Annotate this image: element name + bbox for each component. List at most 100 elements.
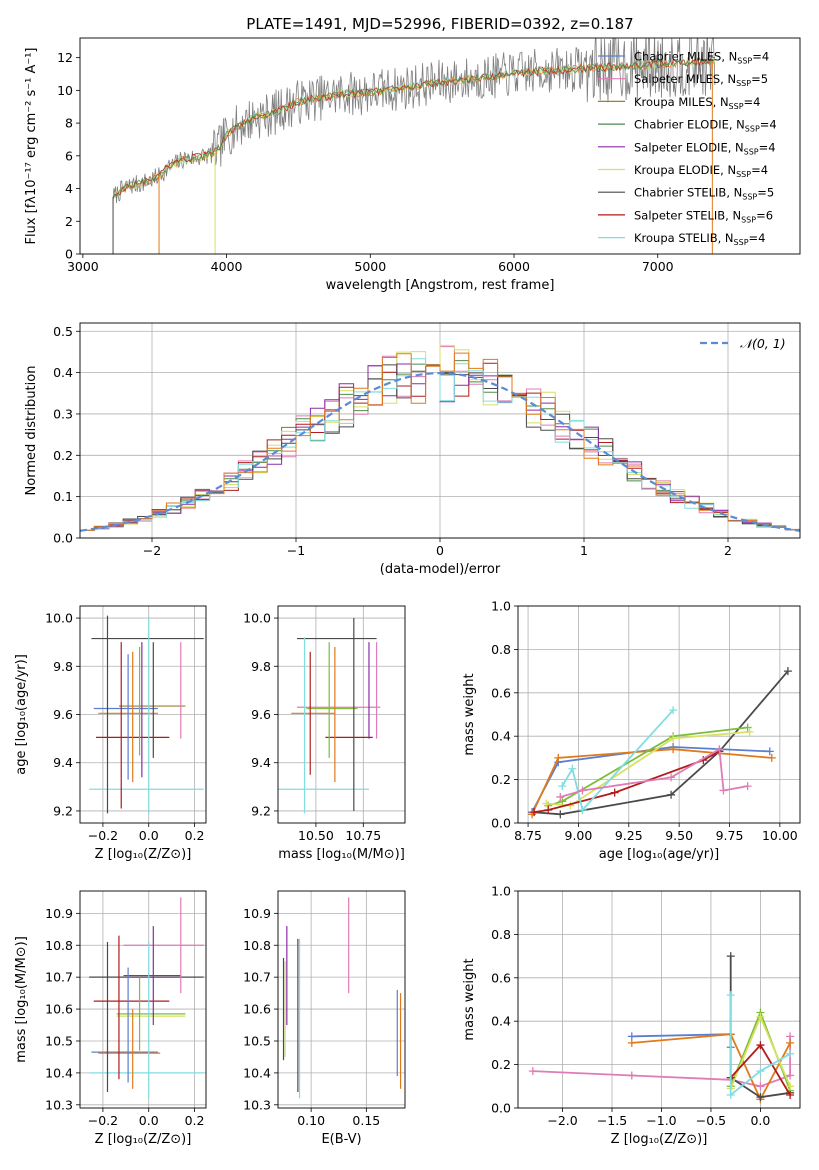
legend-entry-text: Kroupa MILES, N — [634, 95, 729, 109]
mass_vs_Z-y-tick-label: 10.6 — [45, 1002, 73, 1017]
massweight_vs_Z-y-axis-label: mass weight — [462, 958, 477, 1040]
age_vs_Z-y-tick-label: 10.0 — [45, 611, 73, 626]
massweight_vs_Z-y-tick-label: 0.6 — [491, 970, 511, 985]
legend-entry-tail: =4 — [749, 231, 766, 245]
mass_vs_ebv-y-tick-label: 10.6 — [243, 1002, 271, 1017]
residuals-x-axis-label: (data-model)/error — [380, 562, 501, 577]
data-point-marker — [558, 797, 567, 806]
spectrum-x-tick-label: 6000 — [498, 259, 530, 274]
age_vs_mass-panel: 10.50 10.75 9.2 9.4 9.6 9.8 10.0 mass [log₁₀(M/… — [243, 605, 406, 862]
spectrum-plot-area — [112, 38, 716, 254]
massweight_vs_age-y-tick-label: 0.6 — [491, 685, 511, 700]
legend-entry-tail: =4 — [744, 95, 761, 109]
residuals-plot-area — [80, 344, 800, 532]
legend-entry-subscript: SSP — [736, 79, 751, 88]
mass_vs_Z-y-axis-label: mass [log₁₀(M/M⊙)] — [14, 936, 29, 1063]
spectrum-y-axis-label: Flux [fλ10⁻¹⁷ erg cm⁻² s⁻¹ A⁻¹] — [24, 48, 39, 245]
mass_vs_Z-x-tick-label: −0.2 — [88, 1113, 118, 1128]
data-point-marker — [669, 734, 678, 743]
data-point-marker — [715, 745, 724, 754]
data-point-marker — [542, 799, 551, 808]
mass_vs_Z-axes: −0.2 0.0 0.2 10.3 10.4 10.5 10.6 10.7 10.8 10.9 Z … — [14, 890, 207, 1147]
data-point-marker — [786, 1071, 795, 1080]
mass_vs_Z-grid — [80, 891, 206, 1108]
spectrum-x-tick-label: 4000 — [211, 259, 243, 274]
mass_vs_ebv-y-tick-label: 10.5 — [243, 1033, 271, 1048]
series-line — [531, 748, 772, 815]
legend-entry-tail: =4 — [759, 140, 776, 154]
age_vs_mass-x-axis-label: mass [log₁₀(M/M⊙)] — [278, 847, 405, 862]
mass_vs_Z-y-tick-label: 10.8 — [45, 938, 73, 953]
data-point-marker — [568, 764, 577, 773]
age_vs_mass-x-tick-label: 10.50 — [298, 828, 334, 843]
mass_vs_Z-x-axis-label: Z [log₁₀(Z/Z⊙)] — [95, 1132, 192, 1147]
mass_vs_Z-panel: −0.2 0.0 0.2 10.3 10.4 10.5 10.6 10.7 10.8 10.9 Z … — [14, 890, 207, 1147]
spectrum-x-tick-label: 7000 — [642, 259, 674, 274]
spectrum-model-line — [112, 55, 716, 200]
data-point-marker — [726, 991, 735, 1000]
spectrum-model-line — [112, 57, 716, 199]
residuals-y-tick-label: 0.3 — [53, 406, 73, 421]
residuals-y-tick-label: 0.4 — [53, 365, 73, 380]
mass_vs_ebv-panel: 0.10 0.15 10.3 10.4 10.5 10.6 10.7 10.8 10.9 E(B-… — [243, 890, 406, 1147]
mass_vs_ebv-y-tick-label: 10.4 — [243, 1065, 271, 1080]
page-title: PLATE=1491, MJD=52996, FIBERID=0392, z=0… — [246, 15, 633, 33]
data-point-marker — [743, 782, 752, 791]
data-point-marker — [745, 727, 754, 736]
age_vs_Z-y-tick-label: 9.4 — [53, 755, 73, 770]
massweight_vs_Z-y-tick-label: 0.0 — [491, 1101, 511, 1116]
data-point-marker — [578, 786, 587, 795]
age_vs_mass-y-tick-label: 10.0 — [243, 611, 271, 626]
data-point-marker — [756, 1093, 765, 1102]
massweight_vs_Z-axes: −2.0 −1.5 −1.0 −0.5 0.0 0.0 0.2 0.4 0.6 0.8 1.0 Z [… — [462, 884, 801, 1147]
massweight_vs_age-x-tick-label: 9.25 — [615, 828, 643, 843]
age_vs_mass-y-tick-label: 9.8 — [251, 659, 271, 674]
mass_vs_ebv-x-tick-label: 0.15 — [352, 1113, 380, 1128]
age_vs_Z-x-axis-label: Z [log₁₀(Z/Z⊙)] — [95, 847, 192, 862]
data-point-marker — [726, 1090, 735, 1099]
data-point-marker — [558, 782, 567, 791]
age_vs_mass-grid — [278, 606, 405, 823]
data-point-marker — [578, 805, 587, 814]
massweight_vs_Z-y-tick-label: 1.0 — [491, 884, 511, 899]
legend-entry-text: Salpeter STELIB, N — [634, 208, 741, 222]
legend-entry: Salpeter ELODIE, NSSP=4 — [634, 140, 776, 156]
spectrum-panel: 3000 4000 5000 6000 7000 0 2 4 6 8 10 12 wavelength … — [24, 37, 801, 293]
legend-entry-subscript: SSP — [745, 125, 760, 134]
massweight_vs_Z-x-tick-label: 0.0 — [750, 1113, 770, 1128]
data-point-marker — [756, 1082, 765, 1091]
massweight_vs_age-y-tick-label: 0.2 — [491, 772, 511, 787]
legend-entry-text: Chabrier ELODIE, N — [634, 118, 745, 132]
data-point-marker — [756, 1012, 765, 1021]
massweight_vs_age-panel: 8.75 9.00 9.25 9.50 9.75 10.00 0.0 0.2 0.4 0.6 0.8… — [462, 599, 801, 862]
massweight_vs_age-y-tick-label: 1.0 — [491, 599, 511, 614]
gaussian-curve — [80, 371, 800, 532]
age_vs_mass-axes-frame — [277, 605, 406, 824]
data-point-marker — [554, 753, 563, 762]
spectrum-y-tick-label: 4 — [65, 181, 73, 196]
age_vs_Z-plot-area — [89, 615, 204, 814]
massweight_vs_age-axes-frame — [517, 605, 801, 824]
data-point-marker — [756, 1067, 765, 1076]
spectrum-y-tick-label: 8 — [65, 116, 73, 131]
mass_vs_ebv-axes-frame — [277, 890, 406, 1109]
age_vs_Z-x-tick-label: 0.2 — [185, 828, 205, 843]
age_vs_mass-axes: 10.50 10.75 9.2 9.4 9.6 9.8 10.0 mass [log₁₀(M/… — [243, 605, 406, 862]
age_vs_mass-y-tick-label: 9.4 — [251, 755, 271, 770]
legend-entry-subscript: SSP — [741, 215, 756, 224]
data-point-marker — [667, 773, 676, 782]
residuals-y-tick-label: 0.5 — [53, 324, 73, 339]
legend-entry-tail: =4 — [752, 50, 769, 64]
legend-entry: Kroupa STELIB, NSSP=4 — [634, 231, 765, 247]
data-point-marker — [556, 792, 565, 801]
mass_vs_ebv-y-tick-label: 10.9 — [243, 906, 271, 921]
legend-entry-text: Chabrier STELIB, N — [634, 186, 742, 200]
legend-entry: Chabrier MILES, NSSP=4 — [634, 50, 769, 66]
data-point-marker — [783, 667, 792, 676]
legend-entry-tail: =5 — [751, 72, 768, 86]
data-point-marker — [556, 810, 565, 819]
data-point-marker — [669, 745, 678, 754]
massweight_vs_Z-x-tick-label: −0.5 — [696, 1113, 726, 1128]
mass_vs_ebv-x-tick-label: 0.10 — [297, 1113, 325, 1128]
